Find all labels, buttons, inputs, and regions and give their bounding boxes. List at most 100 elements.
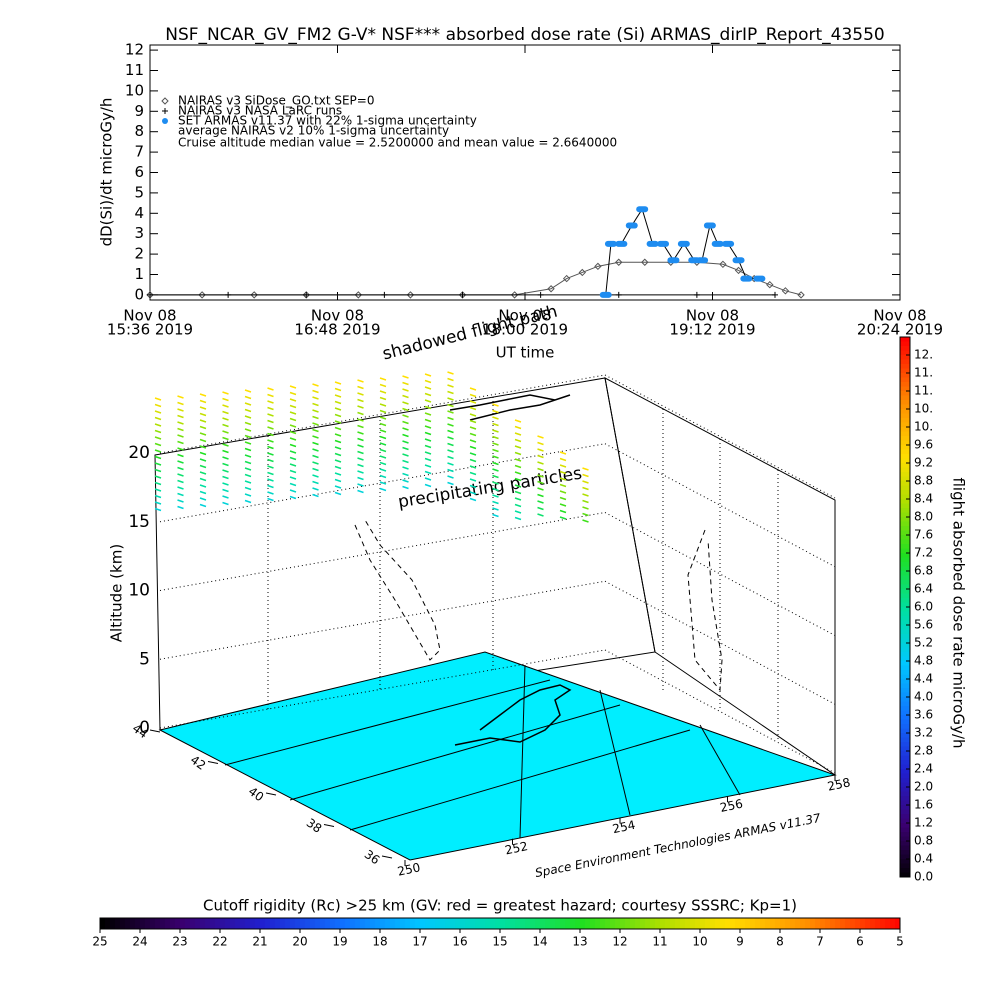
column-dash <box>424 438 432 442</box>
marker <box>677 240 690 247</box>
column-dash <box>154 397 162 401</box>
column-dash <box>402 459 409 464</box>
colorbar-cell <box>900 859 910 864</box>
colorbar-cell <box>900 553 910 558</box>
colorbar-tick-label: 22 <box>212 935 227 949</box>
column-dash <box>537 448 544 452</box>
column-dash <box>244 408 252 413</box>
column-dash <box>312 428 319 433</box>
annotation: average NAIRAS v2 10% 1-sigma uncertaint… <box>178 124 449 138</box>
colorbar-tick-label: 0.4 <box>914 852 933 866</box>
colorbar-cell <box>465 918 471 929</box>
colorbar-cell <box>900 589 910 594</box>
column-dash <box>514 484 522 488</box>
colorbar-cell <box>900 850 910 855</box>
colorbar-tick-label: 6.8 <box>914 564 933 578</box>
column-dash <box>177 401 184 406</box>
column-dash <box>199 471 207 475</box>
colorbar-cell <box>185 918 191 929</box>
colorbar-cell <box>545 918 551 929</box>
colorbar-cell <box>900 404 910 410</box>
colorbar-cell <box>680 918 686 929</box>
column-dash <box>222 404 229 408</box>
x-tick-label: Nov 08 <box>498 307 551 325</box>
colorbar-cell <box>460 918 466 929</box>
colorbar-cell <box>745 918 751 929</box>
column-dash <box>289 391 297 396</box>
column-dash <box>199 393 207 397</box>
column-dash <box>537 454 544 459</box>
column-dash <box>199 419 207 423</box>
colorbar-cell <box>900 710 910 716</box>
colorbar-cell <box>535 918 541 929</box>
column-dash <box>267 452 274 456</box>
colorbar-cell <box>900 778 910 783</box>
column-dash <box>312 409 319 413</box>
colorbar-cell <box>865 918 871 929</box>
colorbar-cell <box>565 918 571 929</box>
column-dash <box>177 447 184 451</box>
y-tick-label: 0 <box>134 285 144 303</box>
annotation: Cruise altitude median value = 2.5200000… <box>178 136 617 150</box>
colorbar-cell <box>900 836 910 842</box>
colorbar-cell <box>900 746 910 752</box>
column-dash <box>379 435 387 440</box>
column-dash <box>154 468 162 473</box>
colorbar-cell <box>750 918 756 929</box>
y-tick-label: 9 <box>134 102 144 120</box>
colorbar-tick-label: 23 <box>172 935 187 949</box>
column-dash <box>222 410 229 415</box>
colorbar-cell <box>820 918 826 929</box>
colorbar-cell <box>290 918 296 929</box>
colorbar-cell <box>900 805 910 810</box>
column-dash <box>199 445 207 449</box>
column-dash <box>244 389 252 393</box>
colorbar-cell <box>900 764 910 770</box>
x-tick-label: 19:12 2019 <box>669 321 755 339</box>
colorbar-tick-label: 6.0 <box>914 600 933 614</box>
column-dash <box>447 481 454 486</box>
colorbar-cell <box>375 918 381 929</box>
colorbar-cell <box>100 918 106 929</box>
marker <box>615 291 622 298</box>
column-dash <box>469 406 477 411</box>
colorbar-cell <box>740 918 746 929</box>
colorbar-tick-label: 4.0 <box>914 690 933 704</box>
column-dash <box>199 399 207 404</box>
column-dash <box>199 406 207 410</box>
colorbar-cell <box>605 918 611 929</box>
colorbar-cell <box>900 701 910 707</box>
column-dash <box>357 379 364 383</box>
legend-label: NAIRAS v3 NASA LaRC runs <box>178 104 342 118</box>
column-dash <box>447 475 454 479</box>
column-dash <box>222 495 229 499</box>
colorbar-tick-label: 3.6 <box>914 708 933 722</box>
column-dash <box>424 379 432 384</box>
column-dash <box>469 432 477 437</box>
column-dash <box>222 436 229 441</box>
colorbar-cell <box>635 918 641 929</box>
column-dash <box>537 461 544 465</box>
marker <box>696 257 709 264</box>
legend-label: SET ARMAS v11.37 with 22% 1-sigma uncert… <box>178 114 477 128</box>
colorbar-cell <box>170 918 176 929</box>
column-dash <box>514 451 522 456</box>
column-dash <box>357 457 364 461</box>
colorbar-cell <box>500 918 506 929</box>
column-dash <box>154 475 162 479</box>
column-dash <box>289 430 297 435</box>
column-dash <box>424 405 432 410</box>
colorbar-cell <box>510 918 516 929</box>
colorbar-tick-label: 21 <box>252 935 267 949</box>
marker <box>303 291 310 298</box>
column-dash <box>267 432 274 437</box>
column-dash <box>199 464 207 469</box>
column-dash <box>199 503 207 508</box>
colorbar-cell <box>300 918 306 929</box>
colorbar-cell <box>900 364 910 369</box>
marker <box>693 291 700 298</box>
colorbar-cell <box>900 562 910 567</box>
colorbar-cell <box>660 918 666 929</box>
colorbar-cell <box>900 737 910 743</box>
column-dash <box>514 497 522 501</box>
